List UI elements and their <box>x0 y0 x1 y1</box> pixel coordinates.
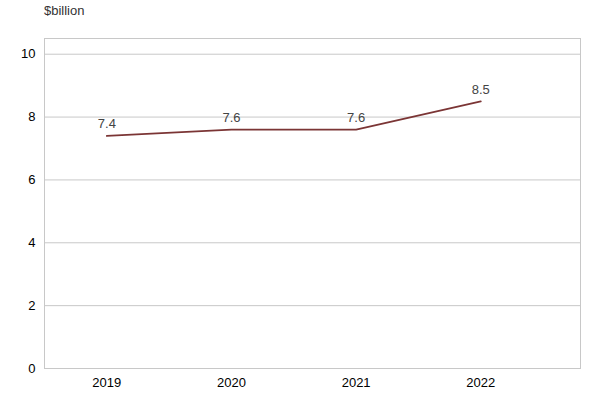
svg-text:0: 0 <box>28 361 35 376</box>
svg-text:2022: 2022 <box>466 375 495 390</box>
svg-text:2: 2 <box>28 298 35 313</box>
svg-text:10: 10 <box>21 46 35 61</box>
svg-text:4: 4 <box>28 235 35 250</box>
svg-text:2019: 2019 <box>92 375 121 390</box>
svg-text:6: 6 <box>28 172 35 187</box>
svg-text:7.6: 7.6 <box>222 110 240 125</box>
svg-text:7.4: 7.4 <box>98 116 116 131</box>
svg-text:2020: 2020 <box>217 375 246 390</box>
html-text:$billion: $billion <box>44 3 85 18</box>
svg-text:7.6: 7.6 <box>347 110 365 125</box>
svg-text:8: 8 <box>28 109 35 124</box>
svg-text:2021: 2021 <box>342 375 371 390</box>
svg-text:8.5: 8.5 <box>472 82 490 97</box>
